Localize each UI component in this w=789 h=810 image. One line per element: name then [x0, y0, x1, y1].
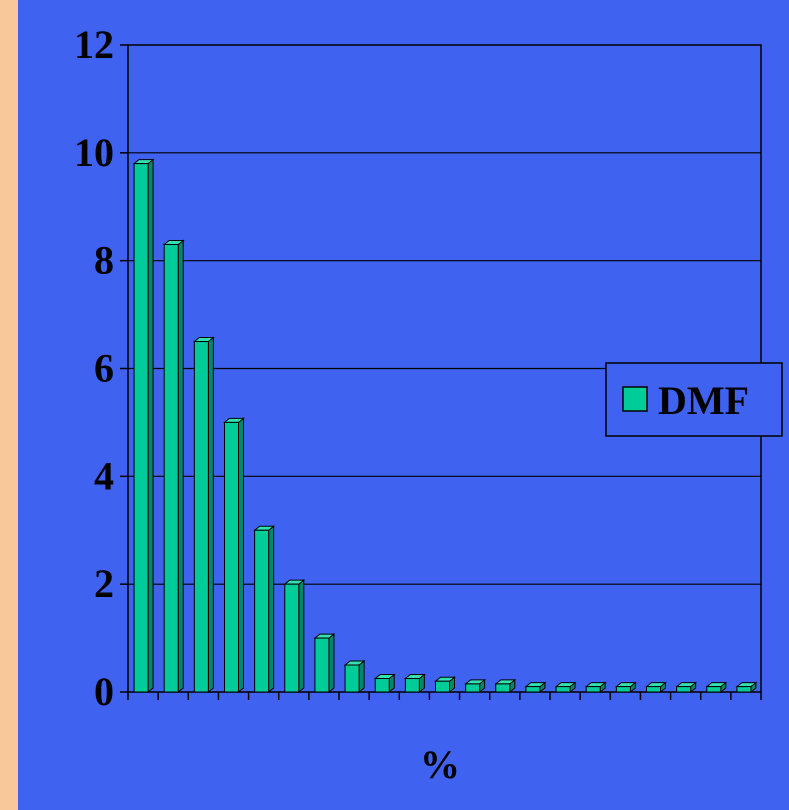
bar: [223, 417, 245, 694]
bar-front: [585, 686, 601, 693]
y-tick-label: 10: [74, 130, 114, 175]
bar: [705, 681, 728, 694]
bar-front: [646, 686, 661, 693]
bar: [524, 681, 547, 694]
bar-front: [254, 529, 270, 693]
y-tick-label: 0: [94, 669, 114, 714]
bar-front: [314, 637, 330, 693]
bar: [434, 676, 456, 694]
y-tick-label: 2: [94, 561, 114, 606]
bar-front: [555, 686, 571, 693]
chart-panel: 0 2 4 6 8 10 12 % DMF: [18, 0, 789, 810]
bar-side: [268, 525, 275, 694]
bar-front: [706, 686, 722, 693]
bar-front: [435, 680, 450, 693]
bar-front: [224, 421, 239, 693]
bar-front: [525, 686, 541, 693]
bar-side: [328, 633, 335, 694]
bar-front: [344, 664, 360, 693]
bar-front: [495, 683, 511, 693]
bar-side: [177, 239, 184, 694]
bar: [614, 681, 637, 694]
bar: [343, 660, 366, 694]
y-axis-tick-labels: 0 2 4 6 8 10 12: [74, 22, 114, 714]
bar-side: [358, 660, 365, 694]
y-tick-label: 12: [74, 22, 114, 67]
bar-side: [207, 336, 214, 694]
bar: [584, 681, 607, 694]
bar-front: [163, 243, 179, 693]
bar: [464, 678, 487, 694]
legend: DMF: [605, 362, 783, 437]
legend-label-dmf: DMF: [658, 378, 749, 423]
bar: [373, 673, 396, 694]
bar: [253, 525, 276, 694]
y-tick-label: 8: [94, 238, 114, 283]
bar: [313, 633, 336, 694]
bar-front: [133, 163, 149, 693]
bar-front: [374, 678, 390, 693]
bar-front: [284, 583, 300, 693]
bar: [645, 681, 667, 694]
legend-swatch-dmf: [622, 386, 648, 412]
y-tick-label: 4: [94, 453, 114, 498]
bar-front: [404, 678, 420, 693]
bar: [162, 239, 185, 694]
bar-front: [615, 686, 631, 693]
y-tick-label: 6: [94, 346, 114, 391]
bar-front: [465, 683, 481, 693]
bar-front: [193, 341, 209, 693]
bar-side: [238, 417, 244, 694]
bar-chart: 0 2 4 6 8 10 12 % DMF: [74, 22, 783, 787]
bar: [735, 681, 758, 694]
bar: [283, 579, 306, 694]
bar: [403, 673, 426, 694]
bar-side: [298, 579, 305, 694]
bar: [132, 158, 155, 694]
bar-front: [676, 686, 692, 693]
bar-side: [147, 158, 154, 694]
bar: [494, 678, 517, 694]
bar: [554, 681, 577, 694]
bar-series: [132, 158, 758, 694]
axes: [120, 44, 762, 700]
bar: [192, 336, 215, 694]
bar: [675, 681, 698, 694]
x-axis-label: %: [420, 742, 460, 787]
bar-front: [736, 686, 752, 693]
